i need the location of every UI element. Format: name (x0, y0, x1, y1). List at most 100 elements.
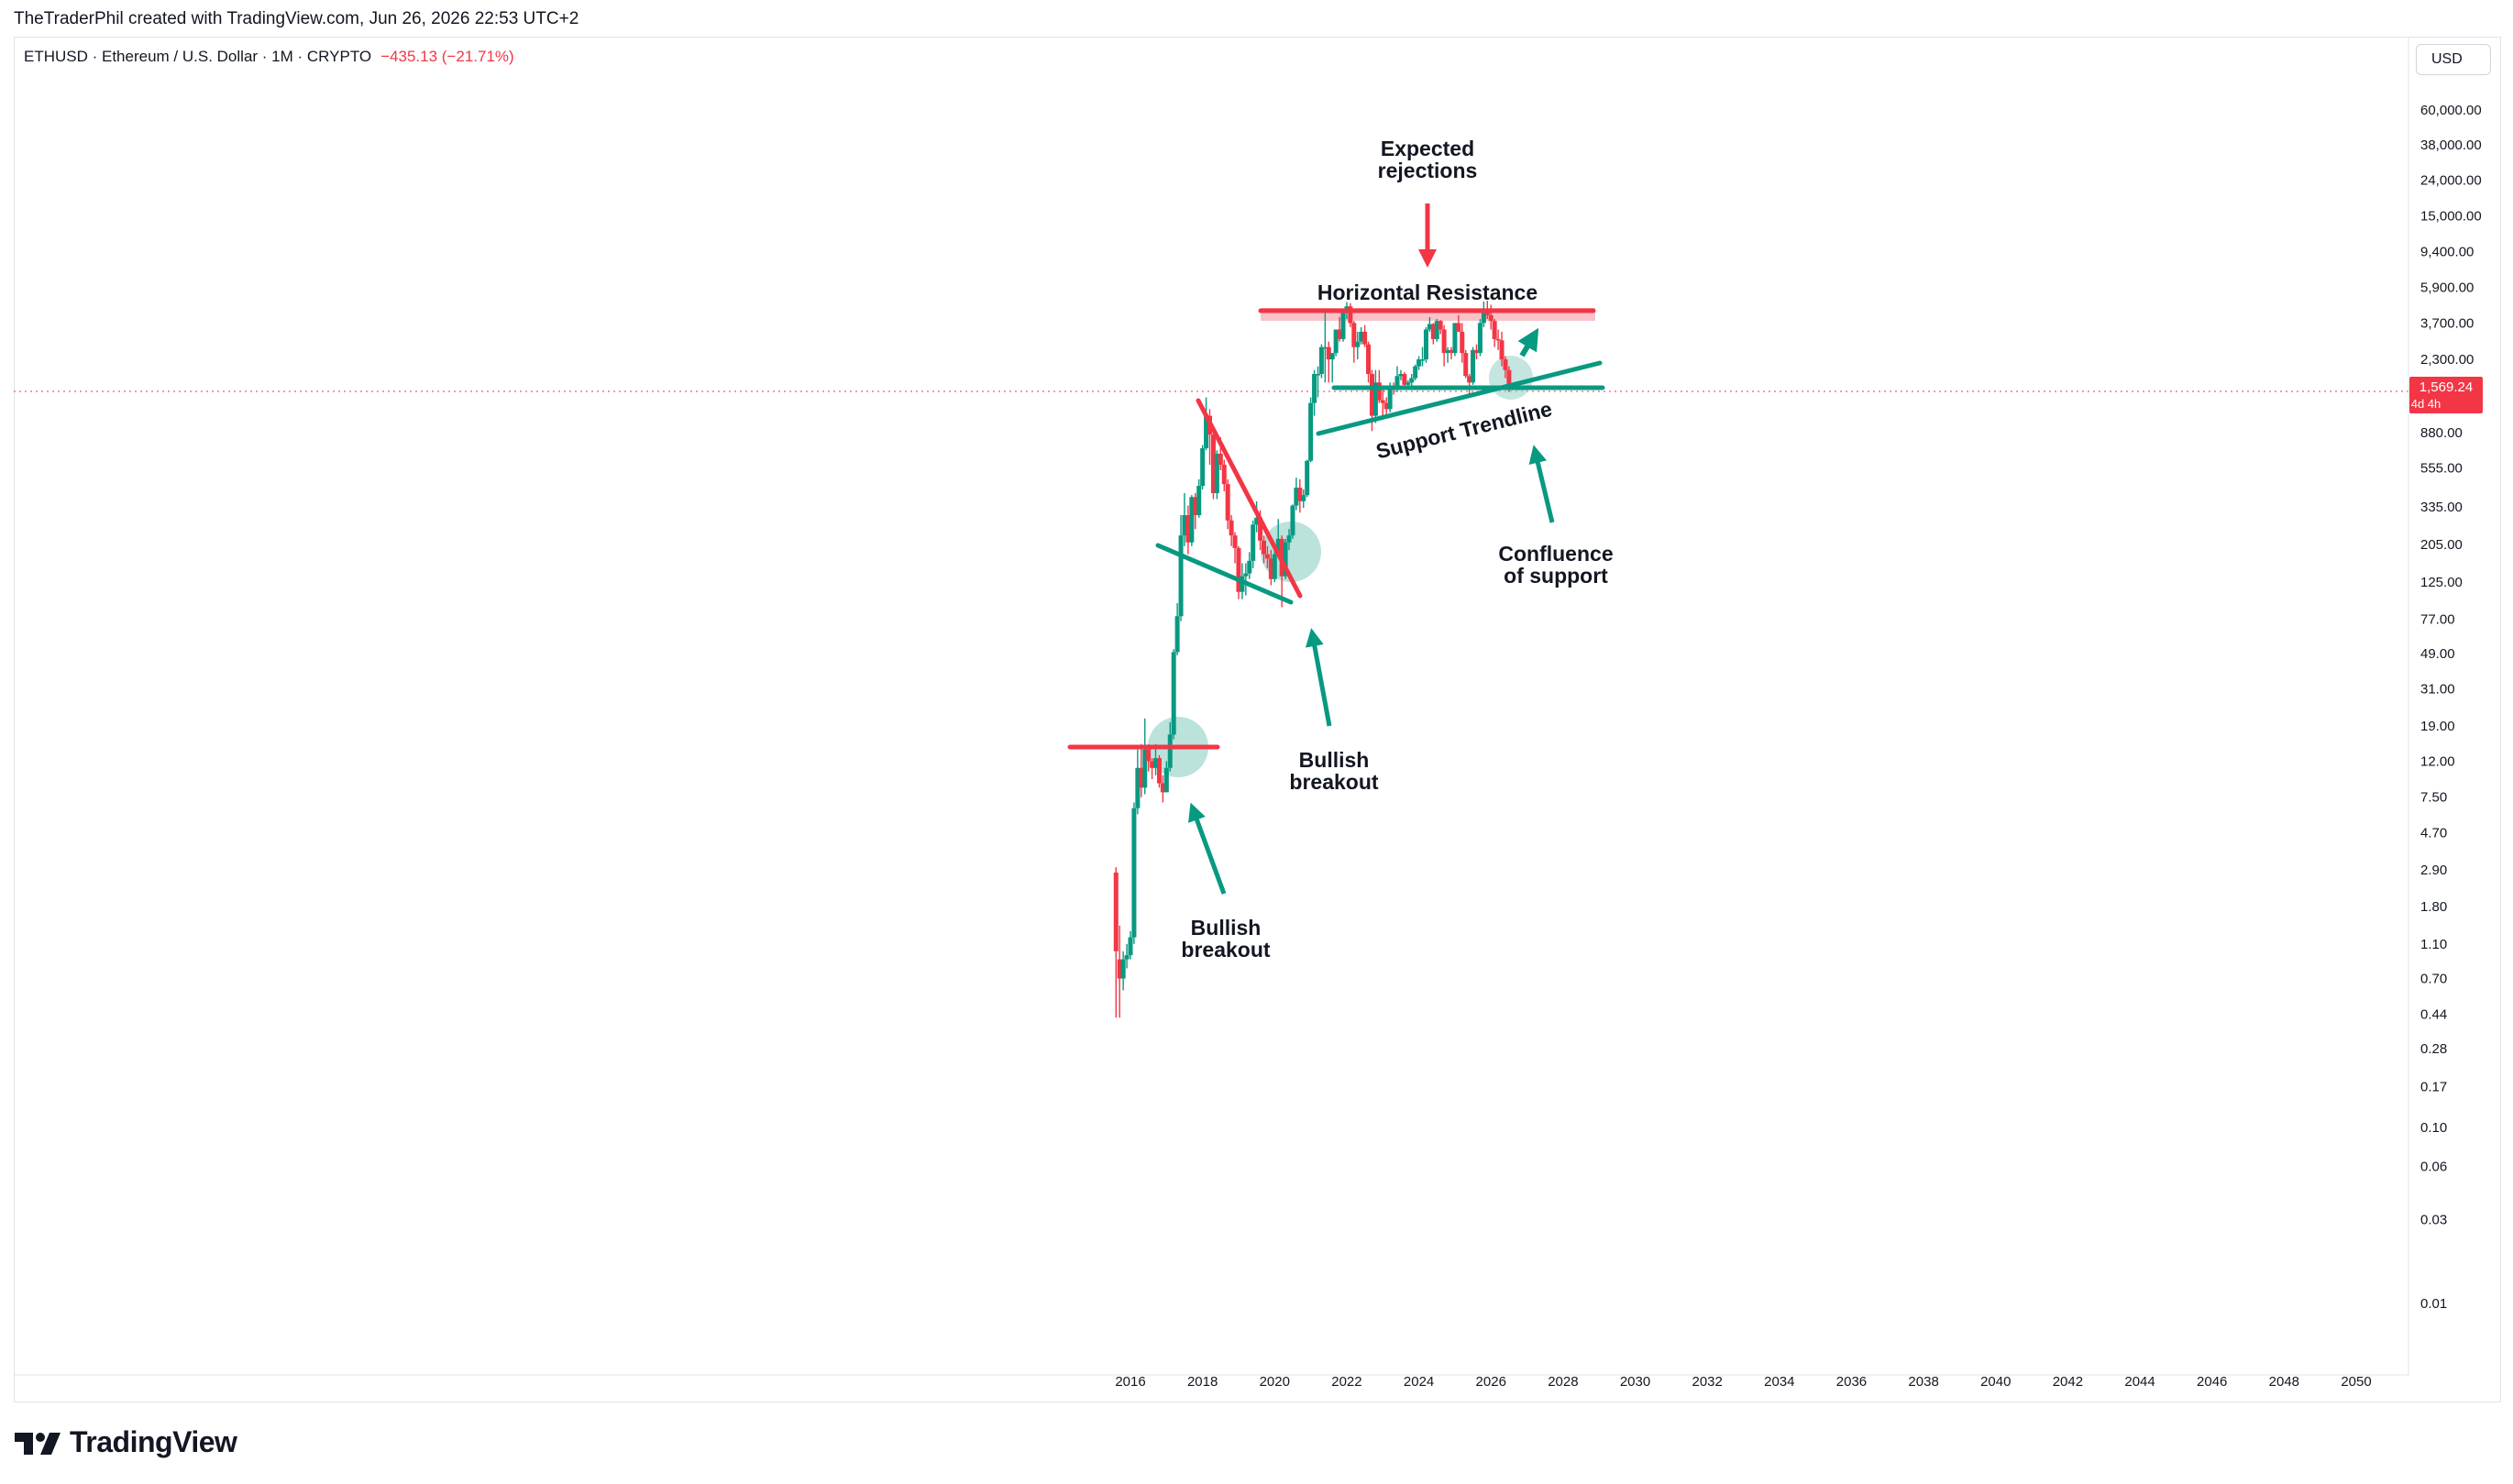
candle-body (1351, 323, 1357, 347)
candle-body (1405, 382, 1411, 385)
candle-body (1247, 560, 1252, 574)
candle-body (1156, 758, 1162, 784)
candle-body (1305, 460, 1310, 496)
time-tick-label: 2030 (1620, 1374, 1650, 1390)
countdown-label: 4d 4h (2411, 397, 2441, 411)
price-tick-label: 0.06 (2420, 1160, 2447, 1175)
price-tick-label: 205.00 (2420, 537, 2463, 553)
candle-body (1337, 329, 1342, 339)
time-tick-label: 2046 (2197, 1374, 2227, 1390)
candle-body (1229, 520, 1234, 536)
currency-button[interactable]: USD (2416, 44, 2491, 75)
time-tick-label: 2040 (1980, 1374, 2011, 1390)
time-tick-label: 2026 (1476, 1374, 1506, 1390)
price-tick-label: 0.03 (2420, 1212, 2447, 1227)
candle-body (1283, 542, 1288, 577)
price-tick-label: 1.10 (2420, 937, 2447, 952)
candle-body (1178, 535, 1184, 617)
candle-body (1394, 376, 1400, 390)
time-tick-label: 2038 (1908, 1374, 1938, 1390)
candle-body (1200, 447, 1206, 487)
time-tick-label: 2050 (2341, 1374, 2371, 1390)
time-tick-label: 2022 (1331, 1374, 1361, 1390)
price-tick-label: 5,900.00 (2420, 280, 2474, 295)
price-tick-label: 0.44 (2420, 1006, 2447, 1022)
price-tick-label: 4.70 (2420, 826, 2447, 841)
candle-body (1423, 329, 1428, 360)
price-tick-label: 0.01 (2420, 1296, 2447, 1312)
candle-body (1376, 382, 1382, 401)
price-tick-label: 335.00 (2420, 500, 2463, 515)
breakout-arrow (1305, 628, 1332, 727)
chart-frame (14, 37, 2501, 1402)
candle-body (1340, 311, 1346, 339)
candle-body (1204, 415, 1209, 448)
candle-body (1372, 382, 1378, 416)
candle-body (1467, 376, 1472, 383)
candle-body (1264, 554, 1270, 559)
candle-body (1495, 338, 1501, 341)
price-tick-label: 12.00 (2420, 754, 2455, 770)
candle-body (1135, 767, 1141, 808)
candle-body (1232, 535, 1238, 548)
confluence-arrow (1528, 445, 1555, 523)
price-tick-label: 38,000.00 (2420, 137, 2482, 153)
price-tick-label: 2,300.00 (2420, 352, 2474, 368)
candle-body (1163, 767, 1169, 793)
expected-rejections-label: rejections (1378, 159, 1478, 182)
confluence-of-support-label: of support (1504, 564, 1608, 588)
candle-body (1117, 959, 1122, 979)
candle-body (1128, 937, 1133, 956)
candle-body (1474, 349, 1480, 354)
horizontal-resistance-label: Horizontal Resistance (1317, 280, 1538, 304)
candle-body (1383, 402, 1389, 410)
price-tick-label: 0.28 (2420, 1041, 2447, 1057)
candle-body (1290, 505, 1295, 536)
candle-body (1131, 808, 1137, 938)
candle-body (1329, 353, 1335, 360)
candle-body (1258, 517, 1263, 541)
candle-body (1380, 400, 1385, 403)
descending-support-line (1155, 543, 1294, 605)
candle-body (1167, 734, 1173, 768)
candle-body (1171, 652, 1176, 735)
symbol-info[interactable]: ETHUSD · Ethereum / U.S. Dollar · 1M · C… (24, 48, 514, 66)
support-trendline (1316, 360, 1603, 436)
price-change: −435.13 (−21.71%) (380, 48, 514, 65)
time-axis[interactable]: 2016 2018 2020 2022 2024 2026 2028 2030 2032 2034… (1115, 1374, 2371, 1390)
candle-body (1153, 758, 1159, 768)
symbol-title: ETHUSD · Ethereum / U.S. Dollar · 1M · C… (24, 48, 372, 65)
candle-body (1477, 323, 1482, 354)
candle-body (1254, 517, 1260, 525)
candle-body (1268, 558, 1273, 579)
price-tick-label: 9,400.00 (2420, 245, 2474, 260)
breakout-arrow (1188, 802, 1227, 895)
candle-body (1150, 761, 1155, 768)
candle-body (1210, 434, 1216, 494)
candle-body (1297, 487, 1303, 501)
candle-body (1139, 767, 1144, 788)
candle-body (1463, 353, 1469, 377)
price-tick-label: 77.00 (2420, 611, 2455, 627)
candle-body (1409, 378, 1415, 383)
candle-body (1312, 374, 1317, 403)
price-tick-label: 3,700.00 (2420, 315, 2474, 331)
candle-body (1488, 314, 1493, 322)
candle-body (1189, 497, 1195, 543)
candle-body (1196, 486, 1202, 515)
candle-body (1416, 359, 1422, 367)
candle-body (1452, 323, 1458, 354)
time-tick-label: 2032 (1692, 1374, 1722, 1390)
candle-body (1182, 514, 1187, 536)
time-tick-label: 2024 (1404, 1374, 1434, 1390)
bullish-breakout-label: Bullish (1191, 916, 1262, 940)
tradingview-brand[interactable]: TradingView (15, 1425, 237, 1459)
candle-body (1142, 749, 1148, 788)
candle-body (1286, 535, 1292, 543)
price-tick-label: 31.00 (2420, 681, 2455, 697)
candle-body (1387, 387, 1393, 410)
candle-body (1294, 487, 1299, 506)
price-tick-label: 880.00 (2420, 425, 2463, 441)
price-axis[interactable]: 60,000.00 38,000.00 24,000.00 15,000.00 9,40… (2420, 103, 2482, 1312)
